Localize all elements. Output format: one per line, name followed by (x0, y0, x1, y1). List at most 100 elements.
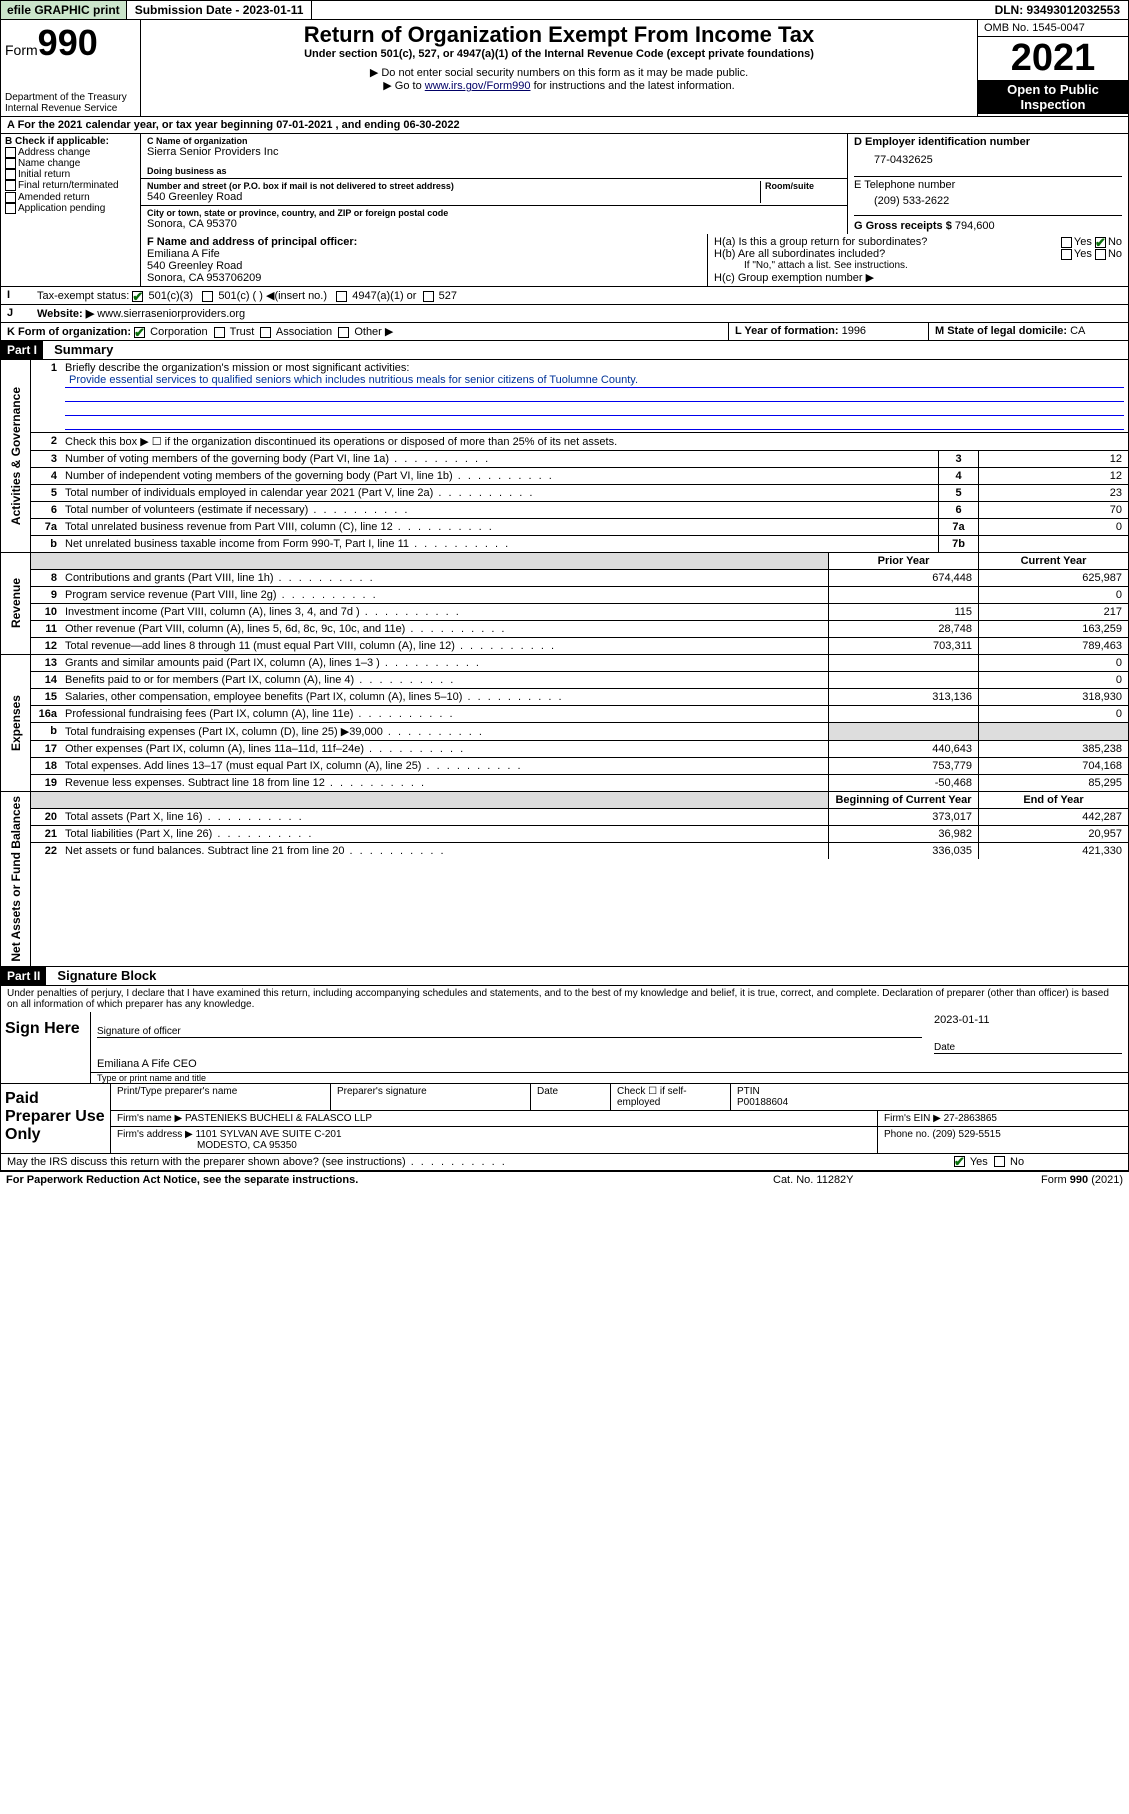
ptin-value: P00188604 (737, 1097, 1122, 1108)
table-row: 16aProfessional fundraising fees (Part I… (31, 705, 1128, 722)
section-b-header: B Check if applicable: (5, 136, 136, 147)
table-row: 11Other revenue (Part VIII, column (A), … (31, 620, 1128, 637)
cat-no: Cat. No. 11282Y (773, 1174, 973, 1186)
check-initial-return[interactable]: Initial return (5, 169, 136, 180)
check-association[interactable] (260, 327, 271, 338)
ptin-label: PTIN (737, 1086, 1122, 1097)
prior-year-header: Prior Year (828, 553, 978, 569)
part1-title: Summary (46, 342, 113, 357)
section-klm: K Form of organization: Corporation Trus… (0, 323, 1129, 341)
discuss-no[interactable] (994, 1156, 1005, 1167)
summary-expenses: Expenses 13Grants and similar amounts pa… (0, 655, 1129, 792)
date-label: Date (934, 1030, 1122, 1054)
state-domicile: CA (1070, 325, 1085, 337)
table-row: 8Contributions and grants (Part VIII, li… (31, 569, 1128, 586)
section-bcd: B Check if applicable: Address change Na… (0, 134, 1129, 234)
dept-treasury: Department of the Treasury (5, 92, 136, 103)
check-501c[interactable] (202, 291, 213, 302)
ein-label: D Employer identification number (854, 136, 1122, 148)
check-527[interactable] (423, 291, 434, 302)
line2-desc: Check this box ▶ ☐ if the organization d… (61, 433, 1128, 450)
table-row: 5Total number of individuals employed in… (31, 484, 1128, 501)
revenue-label: Revenue (7, 574, 25, 632)
check-address-change[interactable]: Address change (5, 147, 136, 158)
paperwork-notice: For Paperwork Reduction Act Notice, see … (6, 1174, 773, 1186)
mission-text: Provide essential services to qualified … (65, 374, 1124, 388)
table-row: 9Program service revenue (Part VIII, lin… (31, 586, 1128, 603)
type-name-label: Type or print name and title (91, 1072, 1128, 1083)
part2-label: Part II (1, 967, 46, 985)
officer-addr2: Sonora, CA 953706209 (147, 272, 701, 284)
end-year-header: End of Year (978, 792, 1128, 808)
group-exemption-label: H(c) Group exemption number ▶ (714, 271, 1122, 284)
form-number: Form990 (5, 22, 136, 64)
officer-addr1: 540 Greenley Road (147, 260, 701, 272)
firm-addr2: MODESTO, CA 95350 (117, 1140, 871, 1151)
org-address: 540 Greenley Road (147, 191, 760, 203)
paid-preparer-label: Paid Preparer Use Only (1, 1084, 111, 1153)
submission-date: Submission Date - 2023-01-11 (127, 1, 313, 19)
check-self-employed[interactable]: Check ☐ if self-employed (611, 1084, 731, 1110)
table-row: 17Other expenses (Part IX, column (A), l… (31, 740, 1128, 757)
check-501c3[interactable] (132, 291, 143, 302)
phone-value: (209) 533-2622 (854, 191, 1122, 215)
check-final-return[interactable]: Final return/terminated (5, 180, 136, 191)
part2-title: Signature Block (49, 968, 156, 983)
table-row: 21Total liabilities (Part X, line 26)36,… (31, 825, 1128, 842)
footer: For Paperwork Reduction Act Notice, see … (0, 1171, 1129, 1188)
check-amended-return[interactable]: Amended return (5, 192, 136, 203)
org-city: Sonora, CA 95370 (147, 218, 841, 230)
table-row: 7aTotal unrelated business revenue from … (31, 518, 1128, 535)
check-trust[interactable] (214, 327, 225, 338)
table-row: bNet unrelated business taxable income f… (31, 535, 1128, 552)
form-subtitle: Under section 501(c), 527, or 4947(a)(1)… (147, 48, 971, 60)
tax-period: A For the 2021 calendar year, or tax yea… (0, 117, 1129, 134)
current-year-header: Current Year (978, 553, 1128, 569)
form-header: Form990 Department of the Treasury Inter… (0, 20, 1129, 117)
table-row: 22Net assets or fund balances. Subtract … (31, 842, 1128, 859)
group-return-label: H(a) Is this a group return for subordin… (714, 236, 1061, 248)
check-4947[interactable] (336, 291, 347, 302)
topbar: efile GRAPHIC print Submission Date - 20… (0, 0, 1129, 20)
irs-link[interactable]: www.irs.gov/Form990 (425, 80, 531, 92)
table-row: bTotal fundraising expenses (Part IX, co… (31, 722, 1128, 740)
table-row: 13Grants and similar amounts paid (Part … (31, 655, 1128, 671)
ein-value: 77-0432625 (854, 148, 1122, 176)
table-row: 3Number of voting members of the governi… (31, 450, 1128, 467)
table-row: 14Benefits paid to or for members (Part … (31, 671, 1128, 688)
section-j: J Website: ▶ www.sierraseniorproviders.o… (0, 305, 1129, 323)
summary-netassets: Net Assets or Fund Balances Beginning of… (0, 792, 1129, 967)
summary-governance: Activities & Governance 1 Briefly descri… (0, 360, 1129, 553)
check-corporation[interactable] (134, 327, 145, 338)
firm-name: PASTENIEKS BUCHELI & FALASCO LLP (185, 1113, 372, 1124)
may-irs-discuss: May the IRS discuss this return with the… (0, 1154, 1129, 1171)
sig-officer-label: Signature of officer (97, 1014, 922, 1038)
sign-here-block: Sign Here Signature of officer 2023-01-1… (0, 1012, 1129, 1084)
city-label: City or town, state or province, country… (147, 208, 841, 218)
table-row: 12Total revenue—add lines 8 through 11 (… (31, 637, 1128, 654)
gross-receipts-label: G Gross receipts $ (854, 220, 952, 232)
sig-date: 2023-01-11 (928, 1012, 1128, 1028)
officer-name: Emiliana A Fife (147, 248, 701, 260)
gross-receipts-value: 794,600 (955, 220, 995, 232)
addr-label: Number and street (or P.O. box if mail i… (147, 181, 760, 191)
dba-label: Doing business as (147, 166, 841, 176)
prep-name-label: Print/Type preparer's name (111, 1084, 331, 1110)
room-suite-label: Room/suite (761, 181, 841, 203)
firm-phone: (209) 529-5515 (932, 1129, 1000, 1140)
governance-label: Activities & Governance (7, 383, 25, 529)
sign-here-label: Sign Here (1, 1012, 91, 1083)
mission-label: Briefly describe the organization's miss… (65, 362, 1124, 374)
check-other[interactable] (338, 327, 349, 338)
netassets-label: Net Assets or Fund Balances (7, 792, 25, 966)
org-name: Sierra Senior Providers Inc (147, 146, 841, 158)
discuss-yes[interactable] (954, 1156, 965, 1167)
check-application-pending[interactable]: Application pending (5, 203, 136, 214)
begin-year-header: Beginning of Current Year (828, 792, 978, 808)
efile-print-button[interactable]: efile GRAPHIC print (1, 1, 127, 19)
check-name-change[interactable]: Name change (5, 158, 136, 169)
dln: DLN: 93493012032553 (987, 1, 1128, 19)
phone-label: E Telephone number (854, 176, 1122, 191)
omb-number: OMB No. 1545-0047 (978, 20, 1128, 37)
note-goto: ▶ Go to www.irs.gov/Form990 for instruct… (147, 79, 971, 92)
